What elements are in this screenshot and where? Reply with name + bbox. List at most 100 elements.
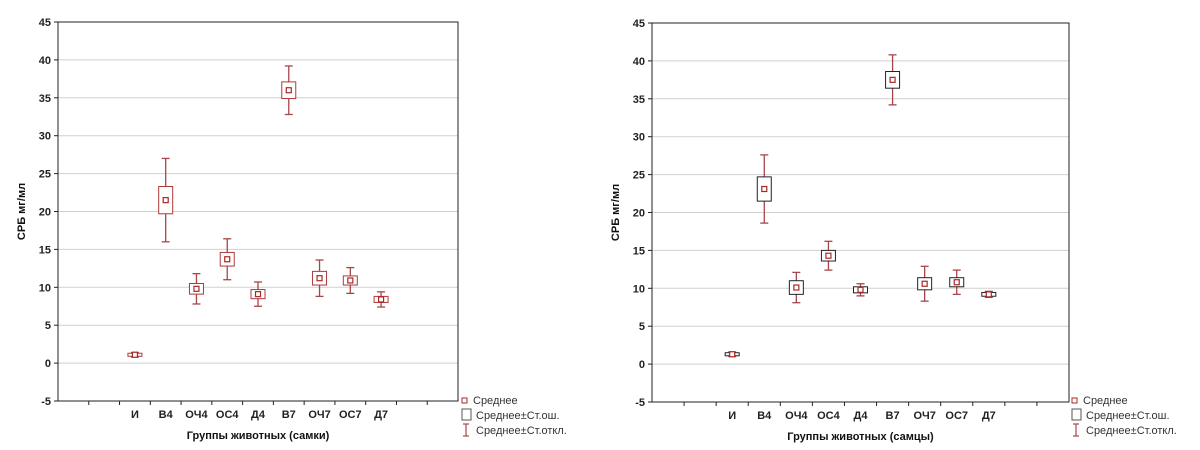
box-group <box>342 266 358 295</box>
box-group <box>788 271 804 304</box>
y-tick-label: 20 <box>633 208 645 220</box>
x-tick-label: ОС4 <box>817 410 841 422</box>
box-group <box>281 65 297 116</box>
mean-marker <box>131 351 139 358</box>
mean-marker <box>193 285 200 292</box>
y-axis-title: СРБ мг/мл <box>16 183 28 240</box>
x-tick-label: В4 <box>159 409 174 421</box>
mean-marker <box>793 284 800 291</box>
y-tick-label: -5 <box>41 396 51 408</box>
y-tick-label: 10 <box>39 282 51 294</box>
legend-mean-label: Среднее <box>1083 395 1128 407</box>
box-group <box>250 281 266 307</box>
x-tick-label: ОЧ4 <box>185 409 208 421</box>
box-group <box>219 238 235 281</box>
y-tick-label: 25 <box>633 170 645 182</box>
y-axis: -5 0 5 10 15 20 25 30 35 40 45 <box>39 17 58 408</box>
y-tick-label: 0 <box>45 358 51 370</box>
box-group <box>756 154 772 224</box>
mean-marker <box>729 351 736 358</box>
y-tick-label: 35 <box>633 94 645 106</box>
y-tick-label: 25 <box>39 169 51 181</box>
x-tick-label: И <box>131 409 139 421</box>
x-tick-label: ОЧ7 <box>308 409 330 421</box>
y-tick-label: 45 <box>39 17 51 29</box>
y-tick-label: 45 <box>633 18 645 30</box>
legend-sd-label: Среднее±Ст.откл. <box>476 425 567 437</box>
box-group <box>885 54 901 106</box>
x-tick-label: Д4 <box>251 409 266 421</box>
x-tick-label: В7 <box>886 410 900 422</box>
y-axis: -5 0 5 10 15 20 25 30 35 40 45 <box>633 18 652 409</box>
x-tick-label: В4 <box>757 410 772 422</box>
x-tick-label: ОЧ7 <box>913 410 935 422</box>
y-tick-label: 15 <box>633 245 645 257</box>
chart-females: -5 0 5 10 15 20 25 30 35 40 45 СРБ мг/мл И В4 ОЧ4 ОС4 Д4… <box>16 17 567 442</box>
box-marks <box>724 54 997 358</box>
x-axis: И В4 ОЧ4 ОС4 Д4 В7 ОЧ7 ОС7 Д7 <box>88 401 428 421</box>
y-tick-label: 20 <box>39 207 51 219</box>
x-tick-label: ОС7 <box>945 410 968 422</box>
chart-males: -5 0 5 10 15 20 25 30 35 40 45 СРБ мг/мл И В4 ОЧ4 ОС4 Д4… <box>610 18 1177 443</box>
x-axis-title: Группы животных (самцы) <box>787 431 934 443</box>
box-group <box>981 290 997 299</box>
y-tick-label: 15 <box>39 244 51 256</box>
x-tick-label: ОЧ4 <box>785 410 808 422</box>
y-tick-label: 10 <box>633 283 645 295</box>
mean-marker <box>857 286 864 293</box>
legend-se-swatch <box>1071 408 1082 421</box>
mean-marker <box>889 76 896 83</box>
legend-se-swatch <box>461 408 472 421</box>
y-tick-label: 0 <box>639 359 645 371</box>
mean-marker <box>921 280 928 287</box>
gridlines <box>58 59 458 364</box>
legend: Среднее Среднее±Ст.ош. Среднее±Ст.откл. <box>1071 395 1177 437</box>
box-group <box>917 265 933 302</box>
mean-marker <box>254 291 262 298</box>
mean-marker <box>347 277 354 284</box>
legend-se-label: Среднее±Ст.ош. <box>476 410 560 422</box>
x-tick-label: Д7 <box>982 410 996 422</box>
y-tick-label: 5 <box>639 321 645 333</box>
x-tick-label: Д7 <box>374 409 388 421</box>
x-axis: И В4 ОЧ4 ОС4 Д4 В7 ОЧ7 ОС7 Д7 <box>683 402 1038 422</box>
legend-mean-swatch <box>1071 397 1078 404</box>
y-tick-label: 30 <box>633 132 645 144</box>
box-group <box>188 273 204 305</box>
legend-se-label: Среднее±Ст.ош. <box>1086 410 1170 422</box>
box-group <box>724 351 740 358</box>
legend-sd-label: Среднее±Ст.откл. <box>1086 425 1177 437</box>
y-tick-label: 40 <box>39 55 51 67</box>
gridlines <box>652 60 1069 365</box>
x-tick-label: ОС4 <box>216 409 240 421</box>
y-tick-label: 35 <box>39 93 51 105</box>
y-tick-label: 40 <box>633 56 645 68</box>
x-tick-label: ОС7 <box>339 409 362 421</box>
y-tick-label: 5 <box>45 320 51 332</box>
box-group <box>853 283 868 297</box>
box-group <box>158 157 174 243</box>
box-marks <box>127 65 389 358</box>
box-group <box>127 351 143 358</box>
mean-marker <box>377 296 385 303</box>
box-group <box>820 240 836 271</box>
mean-marker <box>224 256 231 263</box>
mean-marker <box>285 87 292 94</box>
y-tick-label: 30 <box>39 131 51 143</box>
legend: Среднее Среднее±Ст.ош. Среднее±Ст.откл. <box>461 395 567 437</box>
mean-marker <box>953 279 960 286</box>
y-tick-label: -5 <box>635 397 645 409</box>
mean-marker <box>761 185 768 193</box>
mean-marker <box>985 291 992 298</box>
legend-mean-swatch <box>461 397 468 404</box>
mean-marker <box>316 275 323 282</box>
legend-mean-label: Среднее <box>473 395 518 407</box>
box-group <box>312 259 328 298</box>
x-tick-label: И <box>728 410 736 422</box>
y-axis-title: СРБ мг/мл <box>610 184 622 241</box>
x-tick-label: Д4 <box>854 410 869 422</box>
mean-marker <box>825 252 832 259</box>
x-axis-title: Группы животных (самки) <box>187 430 330 442</box>
box-group <box>373 291 389 308</box>
